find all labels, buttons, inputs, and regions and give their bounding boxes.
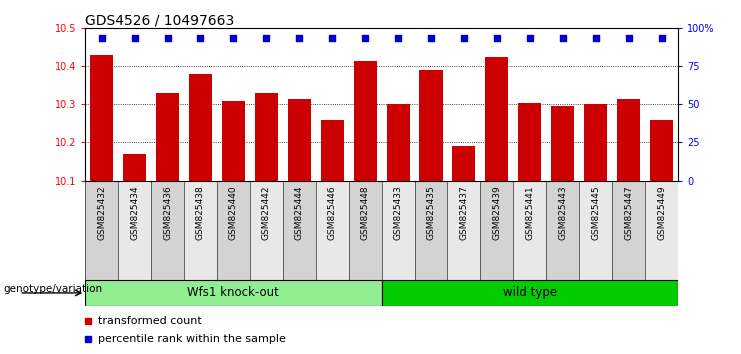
Bar (316, 181, 349, 280)
Bar (250, 181, 283, 280)
Text: GSM825433: GSM825433 (393, 185, 402, 240)
Bar (650, 120, 673, 181)
Point (524, 35, 536, 41)
Text: percentile rank within the sample: percentile rank within the sample (99, 334, 286, 344)
Point (162, 35, 173, 41)
Point (590, 35, 602, 41)
Bar (217, 181, 250, 280)
Bar (387, 104, 410, 181)
Bar (283, 181, 316, 280)
Text: GSM825443: GSM825443 (558, 185, 568, 240)
Point (260, 35, 272, 41)
Text: GSM825434: GSM825434 (130, 185, 139, 240)
Text: GSM825437: GSM825437 (459, 185, 468, 240)
Text: GSM825449: GSM825449 (657, 185, 666, 240)
Bar (118, 181, 151, 280)
Point (656, 35, 668, 41)
Bar (485, 57, 508, 181)
Point (392, 35, 404, 41)
Bar (288, 99, 310, 181)
Text: GSM825436: GSM825436 (163, 185, 172, 240)
Point (425, 35, 437, 41)
Text: GSM825440: GSM825440 (229, 185, 238, 240)
Bar (518, 103, 542, 181)
Text: genotype/variation: genotype/variation (4, 284, 103, 295)
Point (491, 35, 503, 41)
Point (96, 35, 107, 41)
Text: GSM825435: GSM825435 (427, 185, 436, 240)
Bar (382, 280, 678, 306)
Point (326, 35, 338, 41)
Bar (321, 120, 344, 181)
Point (359, 35, 371, 41)
Bar (382, 181, 414, 280)
Bar (353, 61, 376, 181)
Point (556, 35, 568, 41)
Text: GSM825442: GSM825442 (262, 185, 271, 240)
Bar (419, 70, 442, 181)
Bar (579, 181, 612, 280)
Bar (222, 101, 245, 181)
Bar (414, 181, 448, 280)
Bar (123, 154, 146, 181)
Bar (255, 93, 278, 181)
Point (227, 35, 239, 41)
Text: GSM825445: GSM825445 (591, 185, 600, 240)
Text: GSM825439: GSM825439 (492, 185, 502, 240)
Text: GSM825447: GSM825447 (624, 185, 633, 240)
Bar (189, 74, 212, 181)
Point (458, 35, 470, 41)
Text: GDS4526 / 10497663: GDS4526 / 10497663 (85, 13, 234, 27)
Text: wild type: wild type (502, 286, 557, 299)
Text: GSM825438: GSM825438 (196, 185, 205, 240)
Text: Wfs1 knock-out: Wfs1 knock-out (187, 286, 279, 299)
Bar (645, 181, 678, 280)
Bar (349, 181, 382, 280)
Bar (546, 181, 579, 280)
Text: transformed count: transformed count (99, 316, 202, 326)
Bar (453, 146, 476, 181)
Point (195, 35, 207, 41)
Bar (514, 181, 546, 280)
Bar (612, 181, 645, 280)
Bar (90, 55, 113, 181)
Text: GSM825441: GSM825441 (525, 185, 534, 240)
Bar (617, 99, 640, 181)
Point (129, 35, 141, 41)
Text: GSM825446: GSM825446 (328, 185, 336, 240)
Text: GSM825444: GSM825444 (295, 185, 304, 240)
Bar (151, 181, 184, 280)
Bar (85, 181, 118, 280)
Bar (156, 93, 179, 181)
Text: GSM825432: GSM825432 (97, 185, 106, 240)
Bar (480, 181, 514, 280)
Bar (85, 280, 382, 306)
Bar (584, 104, 607, 181)
Bar (184, 181, 217, 280)
Text: GSM825448: GSM825448 (361, 185, 370, 240)
Point (622, 35, 634, 41)
Point (293, 35, 305, 41)
Bar (551, 106, 574, 181)
Bar (448, 181, 480, 280)
